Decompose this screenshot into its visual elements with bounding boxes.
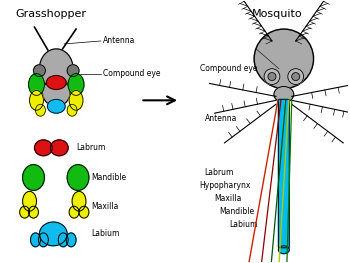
Ellipse shape bbox=[29, 74, 44, 95]
Text: Mandible: Mandible bbox=[91, 173, 126, 182]
Circle shape bbox=[34, 65, 46, 77]
Text: Labium: Labium bbox=[229, 220, 258, 229]
Ellipse shape bbox=[72, 191, 86, 211]
Text: Labrum: Labrum bbox=[76, 143, 105, 152]
Ellipse shape bbox=[29, 206, 38, 218]
Text: Labrum: Labrum bbox=[205, 168, 234, 177]
Ellipse shape bbox=[79, 206, 89, 218]
FancyBboxPatch shape bbox=[278, 99, 289, 248]
Ellipse shape bbox=[38, 233, 48, 247]
Ellipse shape bbox=[68, 74, 84, 95]
Ellipse shape bbox=[20, 206, 29, 218]
Text: Compound eye: Compound eye bbox=[103, 69, 160, 78]
Ellipse shape bbox=[42, 79, 70, 106]
Ellipse shape bbox=[67, 104, 77, 116]
Ellipse shape bbox=[35, 140, 52, 156]
Ellipse shape bbox=[66, 233, 76, 247]
Text: Antenna: Antenna bbox=[103, 37, 135, 45]
Circle shape bbox=[288, 69, 304, 84]
Ellipse shape bbox=[46, 75, 66, 89]
Circle shape bbox=[292, 73, 300, 80]
Ellipse shape bbox=[40, 49, 73, 88]
Ellipse shape bbox=[69, 90, 83, 110]
Circle shape bbox=[268, 73, 276, 80]
Text: Antenna: Antenna bbox=[205, 114, 237, 123]
Text: Grasshopper: Grasshopper bbox=[16, 9, 87, 19]
Ellipse shape bbox=[274, 87, 294, 102]
Ellipse shape bbox=[40, 222, 67, 246]
Ellipse shape bbox=[278, 246, 289, 254]
Text: Maxilla: Maxilla bbox=[91, 202, 118, 211]
Ellipse shape bbox=[23, 191, 36, 211]
Circle shape bbox=[264, 69, 280, 84]
Text: Compound eye: Compound eye bbox=[200, 64, 257, 73]
Text: Mandible: Mandible bbox=[219, 207, 255, 216]
Ellipse shape bbox=[58, 233, 68, 247]
Ellipse shape bbox=[67, 165, 89, 190]
Text: Mosquito: Mosquito bbox=[252, 9, 302, 19]
Text: Maxilla: Maxilla bbox=[215, 194, 242, 203]
Text: Hypopharynx: Hypopharynx bbox=[200, 181, 251, 190]
Ellipse shape bbox=[23, 165, 44, 190]
Circle shape bbox=[67, 65, 79, 77]
Ellipse shape bbox=[29, 90, 43, 110]
Ellipse shape bbox=[69, 206, 79, 218]
Circle shape bbox=[254, 29, 314, 88]
Ellipse shape bbox=[30, 233, 41, 247]
Ellipse shape bbox=[50, 140, 68, 156]
Ellipse shape bbox=[35, 104, 46, 116]
Ellipse shape bbox=[47, 99, 65, 113]
Text: Labium: Labium bbox=[91, 229, 119, 238]
